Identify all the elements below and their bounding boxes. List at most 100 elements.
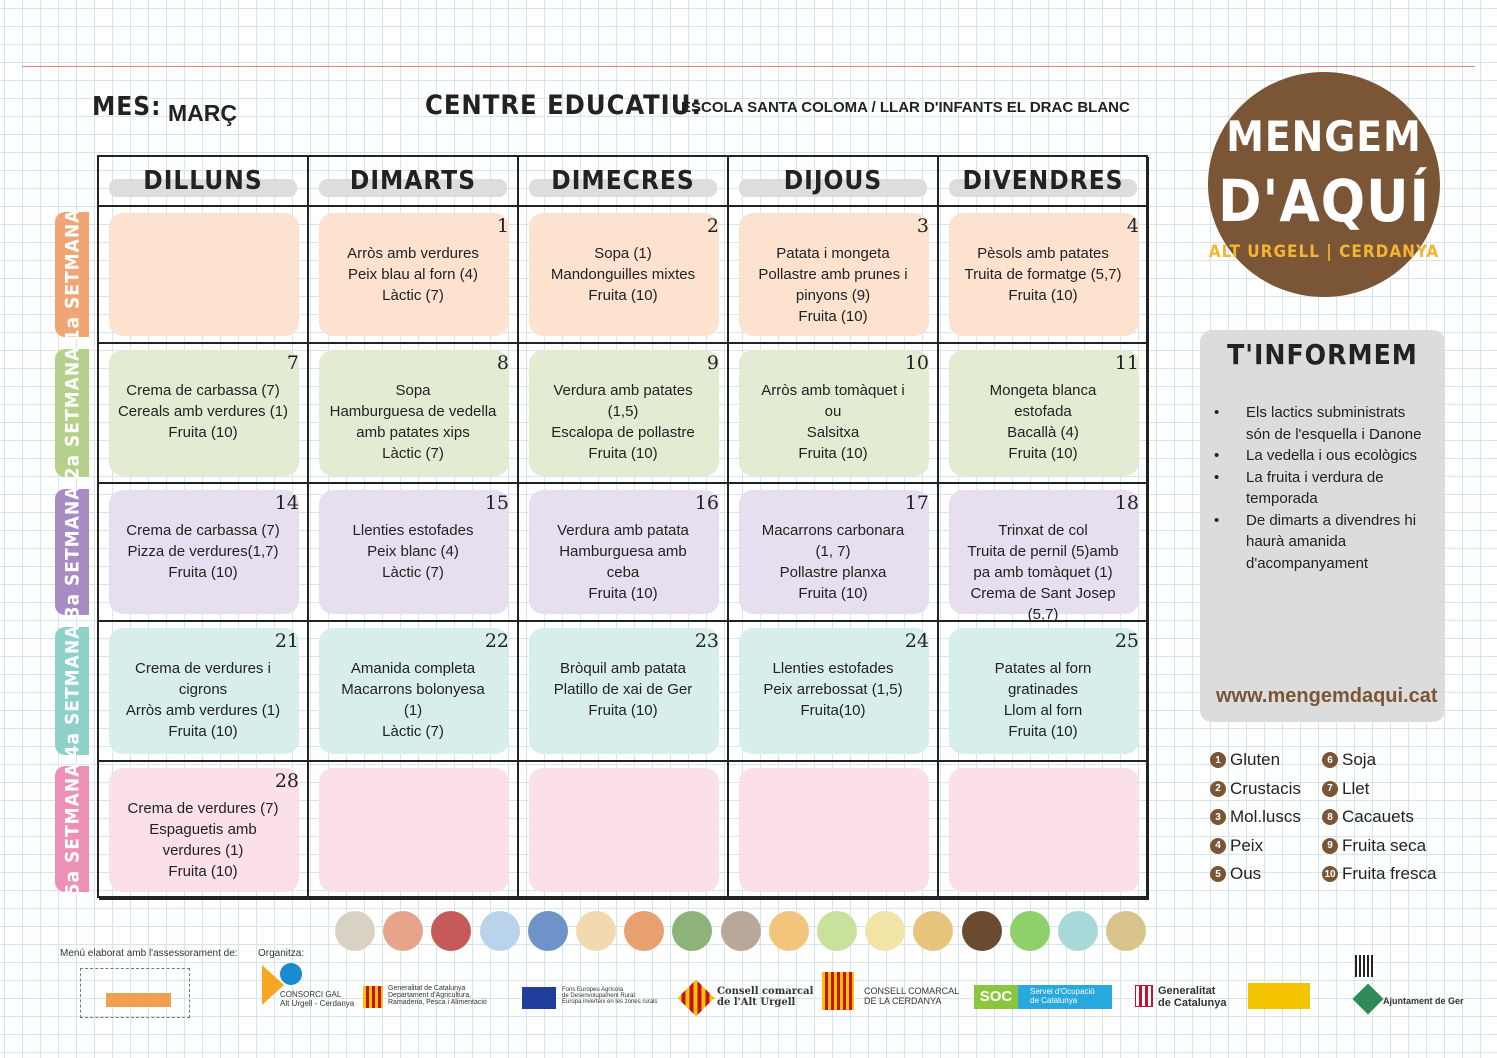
allergen-number: 8 (1322, 809, 1338, 825)
menu-cell: 15 Llenties estofades Peix blanc (4) Làc… (309, 484, 519, 622)
logo-line2: D'AQUÍ (1218, 167, 1430, 235)
menu-text: Patata i mongeta Pollastre amb prunes i … (758, 245, 908, 325)
menu-cell: 21 Crema de verdures i cigrons Arròs amb… (99, 622, 309, 762)
menu-text: Verdura amb patates (1,5) Escalopa de po… (551, 382, 695, 462)
cell-background (529, 628, 719, 754)
week-label: 2a SETMANA (55, 347, 89, 479)
day-number: 22 (484, 630, 509, 652)
cell-background (949, 490, 1139, 614)
menu-grid: DILLUNS DIMARTS DIMECRES DIJOUS DIVENDRES 1 … (97, 155, 1149, 900)
cell-background (949, 350, 1139, 476)
day-header: DIMARTS (309, 157, 519, 207)
week-label: 1a SETMANA (55, 208, 89, 341)
day-header: DIJOUS (729, 157, 939, 207)
menu-cell: 4 Pèsols amb patates Truita de formatge … (939, 207, 1149, 344)
menu-text: Sopa Hamburguesa de vedella amb patates … (329, 382, 497, 462)
allergen-item: 8 Cacauets (1322, 807, 1414, 827)
day-number: 28 (274, 770, 299, 792)
day-number: 7 (286, 352, 299, 374)
menu-cell: 24 Llenties estofades Peix arrebossat (1… (729, 622, 939, 762)
info-item: La fruita i verdura de temporada (1214, 467, 1429, 510)
website-link[interactable]: www.mengemdaqui.cat (1216, 685, 1438, 707)
food-category-icon (479, 911, 520, 951)
ccau-text: Consell comarcal de l'Alt Urgell (717, 986, 814, 1008)
allergen-number: 4 (1210, 837, 1226, 854)
gencat-flag-icon (363, 986, 383, 1008)
menu-cell: 18 Trinxat de col Truita de pernil (5)am… (939, 484, 1149, 623)
menu-cell: 11 Mongeta blanca estofada Bacallà (4) F… (939, 344, 1149, 484)
food-category-icon (961, 911, 1002, 951)
day-number: 18 (1114, 492, 1139, 514)
menu-text: Bròquil amb patata Platillo de xai de Ge… (553, 660, 693, 719)
allergen-number: 5 (1210, 866, 1226, 882)
day-number: 4 (1126, 215, 1139, 237)
spain-gov-logo (1248, 983, 1310, 1009)
cell-background (739, 628, 929, 754)
allergen-item: 5 Ous (1210, 864, 1261, 884)
menu-cell: 22 Amanida completa Macarrons bolonyesa … (309, 622, 519, 762)
allergen-number: 6 (1322, 752, 1338, 768)
feader-text: Fons Europeu Agrícola de Desenvolupament… (562, 987, 658, 1005)
menu-text: Macarrons carbonara (1, 7) Pollastre pla… (761, 522, 905, 602)
info-item: Els lactics subministrats són de l'esque… (1214, 402, 1429, 445)
gencat-text: Generalitat de Catalunya (1158, 985, 1227, 1009)
menu-text: Arròs amb verdures Peix blau al forn (4)… (347, 245, 479, 304)
allergen-name: Cacauets (1342, 807, 1414, 826)
allergen-number: 9 (1322, 837, 1338, 854)
menu-text: Pèsols amb patates Truita de formatge (5… (964, 245, 1122, 304)
cell-background (739, 350, 929, 476)
allergen-number: 3 (1210, 809, 1226, 825)
month-value: MARÇ (168, 100, 237, 126)
menu-cell: 7 Crema de carbassa (7) Cereals amb verd… (99, 344, 309, 484)
alt-urgell-shield (677, 979, 715, 1017)
menu-cell: 10 Arròs amb tomàquet i ou Salsitxa Frui… (729, 344, 939, 484)
menu-text: Verdura amb patata Hamburguesa amb ceba … (557, 522, 689, 602)
menu-cell (99, 207, 309, 344)
week-label-text: 4a SETMANA (61, 624, 83, 758)
menu-cell: 14 Crema de carbassa (7) Pizza de verdur… (99, 484, 309, 622)
day-number: 11 (1114, 352, 1139, 374)
week-label: 5a SETMANA (55, 763, 89, 895)
day-number: 21 (274, 630, 299, 652)
day-number: 14 (274, 492, 299, 514)
cell-background (109, 768, 299, 892)
allergen-name: Gluten (1230, 750, 1281, 769)
info-panel: T'INFORMEM Els lactics subministrats són… (1200, 330, 1445, 722)
cell-background (109, 213, 299, 336)
food-category-icon (527, 911, 568, 951)
food-category-icon (383, 911, 424, 951)
menu-cell: 25 Patates al forn gratinades Llom al fo… (939, 622, 1149, 762)
cell-background (319, 213, 509, 336)
allergen-item: 10 Fruita fresca (1322, 864, 1436, 884)
food-category-icon (1009, 911, 1050, 951)
top-rule (22, 66, 1475, 67)
week-label-text: 3a SETMANA (61, 485, 83, 619)
food-category-icon (817, 911, 857, 951)
ger-shield (1352, 983, 1384, 1015)
allergen-name: Soja (1342, 750, 1377, 769)
menu-text: Amanida completa Macarrons bolonyesa (1)… (341, 660, 485, 740)
allergen-number: 1 (1210, 752, 1226, 768)
cell-background (529, 213, 719, 336)
cell-background (949, 768, 1139, 892)
assessorament-text: Menú elaborat amb l'assessorament de: (60, 948, 238, 959)
menu-text: Crema de verdures i cigrons Arròs amb ve… (125, 660, 281, 740)
cell-background (109, 628, 299, 754)
school-value: ESCOLA SANTA COLOMA / LLAR D'INFANTS EL … (681, 99, 1130, 116)
day-number: 25 (1114, 630, 1139, 652)
cerdanya-shield (822, 972, 854, 1010)
allergen-name: Crustacis (1230, 778, 1301, 798)
day-header: DIVENDRES (939, 157, 1149, 207)
consorci-text: CONSORCI GAL Alt Urgell - Cerdanya (280, 990, 355, 1008)
food-category-icon (576, 911, 616, 951)
menu-text: Llenties estofades Peix blanc (4) Làctic… (352, 522, 474, 581)
day-header: DIMECRES (519, 157, 729, 207)
info-list: Els lactics subministrats són de l'esque… (1214, 402, 1429, 574)
cell-background (109, 350, 299, 476)
dept-text: Generalitat de Catalunya Departament d'A… (388, 985, 487, 1006)
allergen-name: Llet (1342, 778, 1370, 798)
school-logo (1355, 955, 1373, 977)
cell-background (319, 350, 509, 476)
soc-logo: SOC (974, 985, 1018, 1009)
logo-line3: ALT URGELL | CERDANYA (1208, 242, 1440, 262)
